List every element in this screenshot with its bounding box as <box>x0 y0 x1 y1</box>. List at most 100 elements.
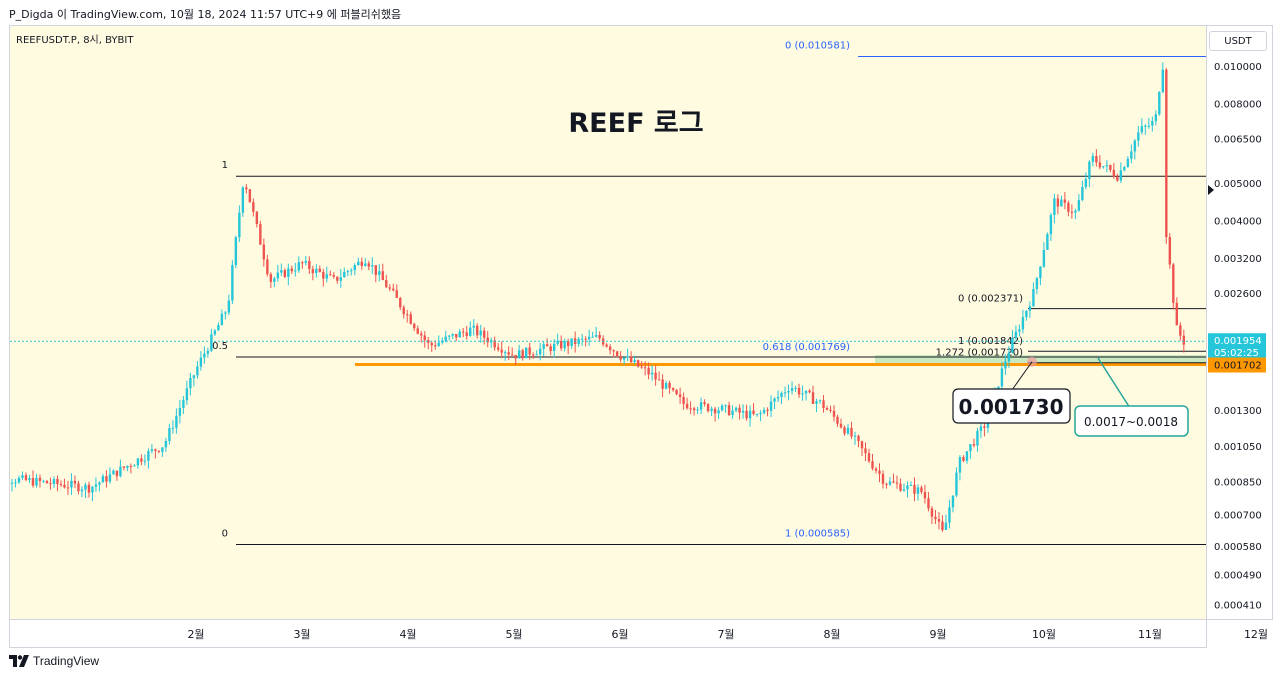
candle-body <box>811 392 815 404</box>
candle-body <box>699 402 703 410</box>
candle-body <box>584 338 587 340</box>
candle-body <box>1137 132 1140 141</box>
candle-body <box>364 263 367 266</box>
candle-body <box>713 408 717 414</box>
candle-body <box>836 416 839 424</box>
candle-body <box>52 479 56 485</box>
candle-body <box>612 350 615 352</box>
time-axis[interactable] <box>9 620 1207 648</box>
candle-body <box>965 451 969 461</box>
fib-left-label: 0 <box>222 529 228 540</box>
candle-body <box>1154 114 1158 122</box>
candle-body <box>801 393 804 395</box>
candle-body <box>175 415 178 428</box>
y-tick-label: 0.003200 <box>1214 254 1262 265</box>
chart-area[interactable] <box>9 25 1207 620</box>
candle-body <box>1130 151 1133 159</box>
candle-body <box>636 360 640 367</box>
annotation-price-text: 0.001730 <box>958 395 1063 419</box>
last-price-tag <box>1208 333 1266 361</box>
candle-body <box>17 477 21 483</box>
candle-body <box>266 259 269 275</box>
candle-body <box>1168 237 1172 265</box>
candle-body <box>1039 266 1042 279</box>
candle-body <box>549 346 552 351</box>
candle-body <box>591 336 594 338</box>
candle-body <box>1011 337 1014 353</box>
candle-body <box>399 297 402 308</box>
candle-body <box>720 405 724 411</box>
candle-body <box>822 400 825 409</box>
candle-body <box>622 357 626 360</box>
candle-body <box>269 274 273 282</box>
candle-body <box>640 366 643 368</box>
countdown-text: 05:02:25 <box>1214 348 1259 359</box>
candle-body <box>783 392 787 394</box>
candle-body <box>941 521 944 530</box>
candle-body <box>486 337 489 343</box>
candle-body <box>476 325 479 336</box>
candle-body <box>1046 234 1049 250</box>
x-tick-label: 10월 <box>1032 628 1056 641</box>
y-tick-label: 0.006500 <box>1214 135 1262 146</box>
candle-body <box>287 268 290 277</box>
candle-body <box>804 390 808 394</box>
candle-body <box>385 280 388 288</box>
candle-body <box>63 484 66 488</box>
y-tick-label: 0.000580 <box>1214 542 1262 553</box>
candle-body <box>1165 69 1168 238</box>
candle-body <box>1056 198 1060 207</box>
candle-body <box>748 410 752 419</box>
candle-body <box>311 269 315 274</box>
candle-body <box>140 458 143 462</box>
candle-body <box>881 473 885 484</box>
candle-body <box>465 332 468 336</box>
candle-body <box>542 344 545 349</box>
candle-body <box>1018 329 1021 332</box>
candle-body <box>192 375 196 379</box>
footer: TradingView <box>9 654 99 668</box>
price-axis[interactable] <box>1207 25 1273 620</box>
candle-body <box>556 341 559 344</box>
candle-body <box>388 287 391 289</box>
annotation-price-pointer <box>1011 361 1033 391</box>
candle-body <box>350 270 353 272</box>
candle-body <box>727 405 731 416</box>
candle-body <box>105 476 108 482</box>
candle-body <box>171 427 175 429</box>
x-tick-label: 5월 <box>505 628 522 641</box>
candle-body <box>455 334 458 338</box>
currency-button[interactable]: USDT <box>1209 31 1267 51</box>
candle-body <box>650 372 654 375</box>
candle-body <box>885 483 888 485</box>
candle-body <box>843 427 846 434</box>
candle-body <box>850 427 853 437</box>
candle-body <box>367 263 370 267</box>
candle-body <box>1095 155 1098 163</box>
candle-body <box>934 516 937 520</box>
candle-body <box>521 350 524 359</box>
candle-body <box>766 409 769 411</box>
candle-body <box>168 428 171 441</box>
candle-body <box>329 274 332 276</box>
candle-body <box>339 277 342 281</box>
candle-body <box>1025 310 1028 318</box>
candle-body <box>101 476 105 483</box>
candle-body <box>1063 199 1067 203</box>
candle-body <box>920 487 923 493</box>
fib-left-label: 0.5 <box>212 341 228 352</box>
candle-body <box>899 483 902 491</box>
candle-body <box>839 423 843 428</box>
candle-body <box>717 410 720 414</box>
candle-body <box>668 383 671 389</box>
candle-body <box>629 356 633 363</box>
candle-body <box>493 340 496 348</box>
candle-body <box>517 350 521 359</box>
candle-body <box>374 265 377 275</box>
candle-body <box>255 211 259 225</box>
candle-body <box>773 398 776 402</box>
candle-body <box>423 335 426 341</box>
candle-body <box>531 354 535 356</box>
candle-body <box>580 338 584 340</box>
candle-body <box>1116 176 1119 181</box>
